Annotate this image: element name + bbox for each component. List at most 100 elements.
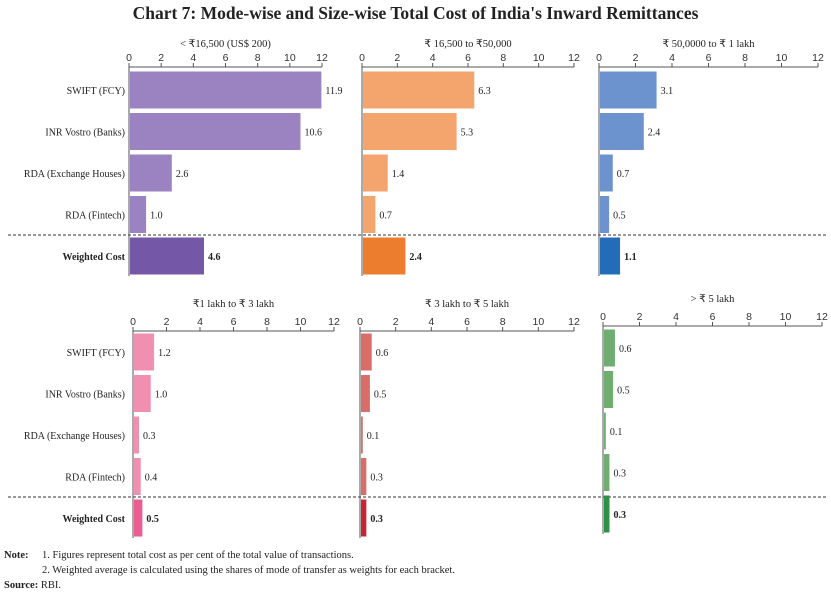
bar-rda-fintech — [363, 196, 376, 233]
x-tick-label: 10 — [284, 52, 296, 64]
x-tick-label: 4 — [669, 52, 675, 64]
x-tick-label: 2 — [158, 52, 164, 64]
x-tick-label: 0 — [126, 52, 132, 64]
category-label-rda-fintech: RDA (Fintech) — [65, 473, 125, 484]
bar-rda-exchange-houses — [604, 412, 606, 450]
category-label-swift-fcy: SWIFT (FCY) — [67, 348, 125, 359]
bar-swift-fcy — [130, 71, 322, 109]
data-label-weighted-cost: 0.5 — [146, 514, 159, 525]
x-tick-label: 4 — [197, 316, 203, 328]
data-label-rda-fintech: 0.3 — [370, 473, 383, 484]
data-label-inr-vostro-banks: 0.5 — [617, 386, 630, 397]
category-label-inr-vostro-banks: INR Vostro (Banks) — [45, 128, 125, 139]
bar-rda-exchange-houses — [134, 416, 140, 454]
category-label-weighted-cost: Weighted Cost — [63, 514, 126, 525]
panel-title: ₹ 3 lakh to ₹ 5 lakh — [425, 298, 510, 310]
category-label-rda-exchange-houses: RDA (Exchange Houses) — [24, 431, 125, 442]
bar-inr-vostro-banks — [130, 113, 301, 150]
data-label-rda-exchange-houses: 0.1 — [367, 431, 380, 442]
x-tick-label: 6 — [710, 311, 716, 323]
x-tick-label: 2 — [394, 52, 400, 64]
bar-weighted-cost — [134, 499, 143, 537]
x-tick-label: 2 — [633, 52, 639, 64]
bar-rda-fintech — [604, 454, 610, 491]
x-tick-label: 10 — [532, 316, 544, 328]
data-label-rda-fintech: 0.4 — [145, 473, 158, 484]
data-label-weighted-cost: 1.1 — [624, 252, 637, 263]
bar-inr-vostro-banks — [361, 375, 370, 412]
note-label: Note: — [4, 550, 29, 561]
bar-weighted-cost — [600, 237, 621, 275]
x-tick-label: 8 — [742, 52, 748, 64]
bar-swift-fcy — [134, 333, 155, 371]
x-tick-label: 10 — [776, 52, 788, 64]
data-label-weighted-cost: 4.6 — [208, 252, 221, 263]
x-tick-label: 4 — [430, 52, 436, 64]
bar-inr-vostro-banks — [134, 375, 151, 412]
data-label-rda-exchange-houses: 0.7 — [617, 169, 630, 180]
x-tick-label: 2 — [637, 311, 643, 323]
x-tick-label: 8 — [746, 311, 752, 323]
x-tick-label: 6 — [465, 52, 471, 64]
x-tick-label: 10 — [295, 316, 307, 328]
x-tick-label: 6 — [706, 52, 712, 64]
panel-title: > ₹ 5 lakh — [691, 293, 736, 305]
x-tick-label: 0 — [359, 52, 365, 64]
data-label-rda-exchange-houses: 1.4 — [392, 169, 405, 180]
bar-rda-fintech — [130, 196, 147, 233]
note-line-2: 2. Weighted average is calculated using … — [4, 563, 455, 578]
source-text: RBI. — [40, 580, 61, 591]
bar-inr-vostro-banks — [600, 113, 644, 150]
data-label-swift-fcy: 6.3 — [478, 86, 491, 97]
panel-title: ₹1 lakh to ₹ 3 lakh — [193, 298, 275, 310]
bar-weighted-cost — [604, 495, 610, 533]
note-text-1: 1. Figures represent total cost as per c… — [42, 550, 354, 561]
bar-weighted-cost — [130, 237, 204, 275]
bar-weighted-cost — [363, 237, 406, 275]
data-label-weighted-cost: 0.3 — [613, 510, 626, 521]
x-tick-label: 6 — [231, 316, 237, 328]
data-label-inr-vostro-banks: 10.6 — [304, 128, 322, 139]
data-label-rda-fintech: 0.7 — [379, 211, 392, 222]
x-tick-label: 2 — [393, 316, 399, 328]
bar-rda-exchange-houses — [363, 154, 388, 192]
data-label-inr-vostro-banks: 2.4 — [648, 128, 661, 139]
data-label-rda-fintech: 1.0 — [150, 211, 163, 222]
data-label-weighted-cost: 2.4 — [409, 252, 422, 263]
data-label-rda-exchange-houses: 0.3 — [143, 431, 156, 442]
bar-rda-exchange-houses — [130, 154, 172, 192]
x-tick-label: 0 — [600, 311, 606, 323]
category-label-rda-fintech: RDA (Fintech) — [65, 211, 125, 222]
panel-title: ₹ 16,500 to ₹50,000 — [424, 38, 511, 50]
panel-title: ₹ 50,0000 to ₹ 1 lakh — [662, 38, 755, 50]
x-tick-label: 6 — [464, 316, 470, 328]
bar-rda-fintech — [134, 458, 141, 495]
category-label-weighted-cost: Weighted Cost — [63, 252, 126, 263]
x-tick-label: 12 — [328, 316, 340, 328]
category-label-rda-exchange-houses: RDA (Exchange Houses) — [24, 169, 125, 180]
data-label-inr-vostro-banks: 1.0 — [155, 390, 168, 401]
x-tick-label: 8 — [255, 52, 261, 64]
chart-canvas: SWIFT (FCY) INR Vostro (Banks) RDA (Exchan… — [8, 38, 828, 538]
x-tick-label: 4 — [190, 52, 196, 64]
x-tick-label: 10 — [780, 311, 792, 323]
bar-rda-exchange-houses — [600, 154, 613, 192]
bar-swift-fcy — [363, 71, 475, 109]
bar-rda-exchange-houses — [361, 416, 363, 454]
x-tick-label: 12 — [816, 311, 828, 323]
bar-swift-fcy — [604, 329, 615, 367]
data-label-swift-fcy: 0.6 — [376, 348, 389, 359]
x-tick-label: 4 — [428, 316, 434, 328]
bar-inr-vostro-banks — [604, 371, 614, 408]
x-tick-label: 0 — [357, 316, 363, 328]
bar-swift-fcy — [361, 333, 372, 371]
x-tick-label: 10 — [533, 52, 545, 64]
data-label-swift-fcy: 1.2 — [158, 348, 171, 359]
x-tick-label: 12 — [316, 52, 328, 64]
bar-weighted-cost — [361, 499, 367, 537]
bar-inr-vostro-banks — [363, 113, 457, 150]
chart-title: Chart 7: Mode-wise and Size-wise Total C… — [132, 3, 699, 23]
note-line-1: Note: 1. Figures represent total cost as … — [4, 548, 455, 563]
x-tick-label: 12 — [568, 316, 580, 328]
data-label-rda-fintech: 0.5 — [613, 211, 626, 222]
